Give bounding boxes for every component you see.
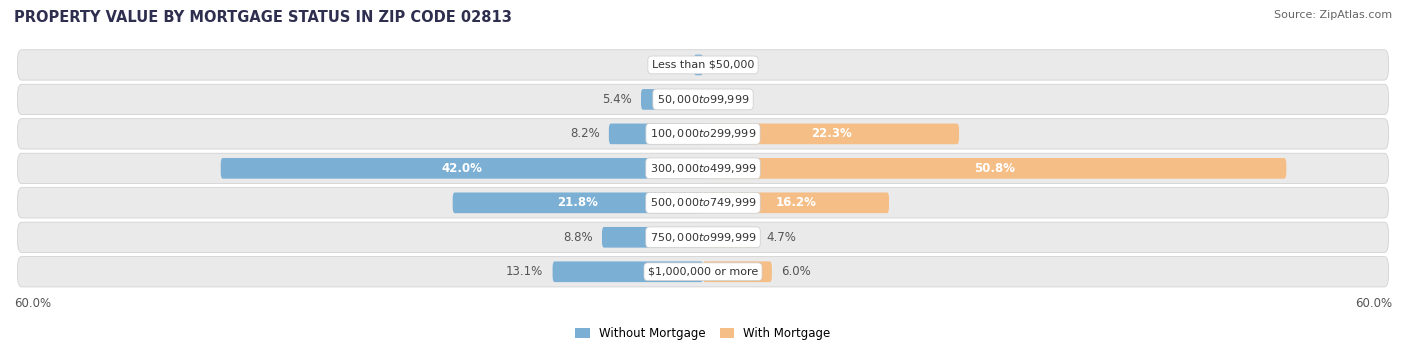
- Text: 0.79%: 0.79%: [648, 58, 685, 71]
- Text: 42.0%: 42.0%: [441, 162, 482, 175]
- FancyBboxPatch shape: [17, 50, 1389, 80]
- Text: 13.1%: 13.1%: [506, 265, 543, 278]
- Text: $750,000 to $999,999: $750,000 to $999,999: [650, 231, 756, 244]
- FancyBboxPatch shape: [695, 55, 703, 75]
- FancyBboxPatch shape: [703, 227, 756, 248]
- FancyBboxPatch shape: [17, 188, 1389, 218]
- Text: $500,000 to $749,999: $500,000 to $749,999: [650, 196, 756, 209]
- Text: $300,000 to $499,999: $300,000 to $499,999: [650, 162, 756, 175]
- FancyBboxPatch shape: [602, 227, 703, 248]
- Text: 22.3%: 22.3%: [811, 128, 852, 140]
- Text: $50,000 to $99,999: $50,000 to $99,999: [657, 93, 749, 106]
- FancyBboxPatch shape: [703, 123, 959, 144]
- FancyBboxPatch shape: [17, 153, 1389, 184]
- Text: 60.0%: 60.0%: [1355, 296, 1392, 310]
- FancyBboxPatch shape: [703, 261, 772, 282]
- FancyBboxPatch shape: [17, 84, 1389, 115]
- Text: PROPERTY VALUE BY MORTGAGE STATUS IN ZIP CODE 02813: PROPERTY VALUE BY MORTGAGE STATUS IN ZIP…: [14, 10, 512, 25]
- Text: 8.2%: 8.2%: [569, 128, 599, 140]
- Text: 8.8%: 8.8%: [564, 231, 593, 244]
- FancyBboxPatch shape: [609, 123, 703, 144]
- FancyBboxPatch shape: [453, 192, 703, 213]
- Text: $1,000,000 or more: $1,000,000 or more: [648, 267, 758, 277]
- Text: 60.0%: 60.0%: [14, 296, 51, 310]
- Text: $100,000 to $299,999: $100,000 to $299,999: [650, 128, 756, 140]
- FancyBboxPatch shape: [703, 192, 889, 213]
- Text: 5.4%: 5.4%: [602, 93, 631, 106]
- FancyBboxPatch shape: [17, 222, 1389, 253]
- Legend: Without Mortgage, With Mortgage: Without Mortgage, With Mortgage: [571, 323, 835, 340]
- Text: 6.0%: 6.0%: [782, 265, 811, 278]
- Text: 4.7%: 4.7%: [766, 231, 796, 244]
- FancyBboxPatch shape: [553, 261, 703, 282]
- FancyBboxPatch shape: [17, 119, 1389, 149]
- FancyBboxPatch shape: [221, 158, 703, 179]
- FancyBboxPatch shape: [641, 89, 703, 110]
- Text: Less than $50,000: Less than $50,000: [652, 60, 754, 70]
- FancyBboxPatch shape: [17, 257, 1389, 287]
- Text: 16.2%: 16.2%: [776, 196, 817, 209]
- Text: 50.8%: 50.8%: [974, 162, 1015, 175]
- FancyBboxPatch shape: [703, 158, 1286, 179]
- Text: Source: ZipAtlas.com: Source: ZipAtlas.com: [1274, 10, 1392, 20]
- Text: 21.8%: 21.8%: [557, 196, 599, 209]
